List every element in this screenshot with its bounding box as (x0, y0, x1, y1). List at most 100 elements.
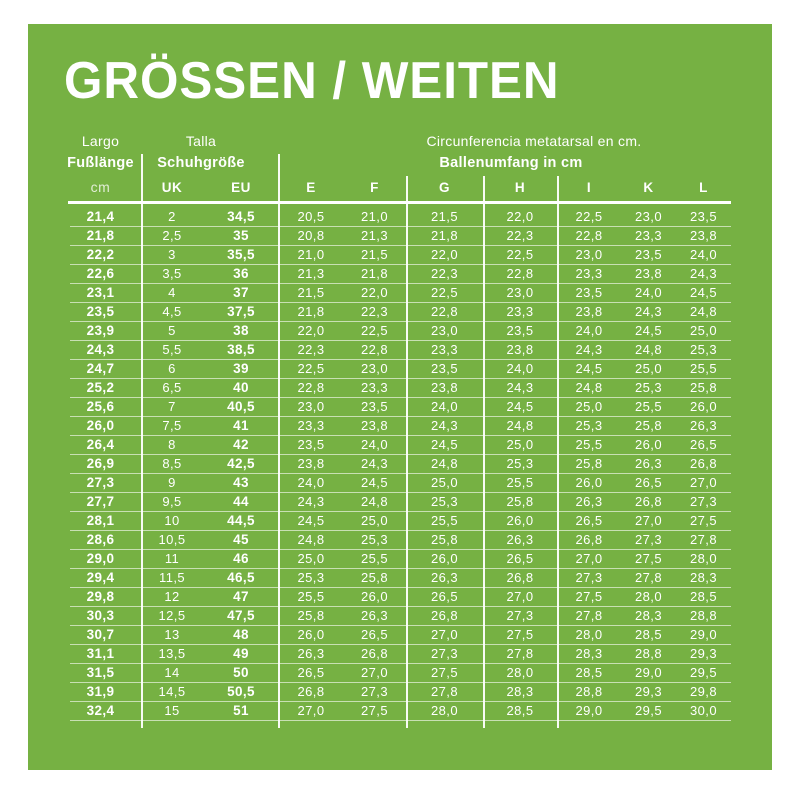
table-row: 23,1 4 37 21,5 22,0 22,5 23,0 23,5 24,0 24,5 (60, 283, 731, 303)
cell-f: 26,8 (361, 646, 388, 661)
cell-f: 24,8 (361, 494, 388, 509)
cell-f: 26,3 (361, 608, 388, 623)
cell-uk: 12 (164, 589, 180, 604)
cell-h: 25,3 (506, 456, 534, 471)
cell-uk: 7 (168, 399, 176, 414)
cell-k: 27,3 (635, 532, 662, 547)
cell-eu: 46,5 (227, 570, 255, 585)
cell-k: 25,8 (635, 418, 662, 433)
cell-i: 23,5 (575, 285, 603, 300)
cell-l: 27,3 (690, 494, 717, 509)
column-divider-after-cm (141, 154, 143, 728)
cell-uk: 14 (164, 665, 180, 680)
cell-eu: 47,5 (227, 608, 255, 623)
cell-f: 23,5 (361, 399, 388, 414)
cell-l: 25,0 (690, 323, 717, 338)
table-header: Largo Talla Circunferencia metatarsal en… (60, 129, 731, 204)
cell-uk: 2 (168, 209, 176, 224)
cell-eu: 42,5 (227, 456, 255, 471)
table-row: 24,3 5,5 38,5 22,3 22,8 23,3 23,8 24,3 24,8 25,3 (60, 340, 731, 360)
cell-k: 25,0 (635, 361, 662, 376)
cell-eu: 48 (233, 627, 249, 642)
cell-h: 23,0 (506, 285, 534, 300)
table-row: 30,7 13 48 26,0 26,5 27,0 27,5 28,0 28,5 29,0 (60, 625, 731, 645)
column-divider-after-g (483, 176, 485, 728)
cell-l: 26,8 (690, 456, 717, 471)
cell-i: 22,8 (575, 228, 603, 243)
cell-e: 26,5 (297, 665, 325, 680)
cell-eu: 37 (233, 285, 249, 300)
header-size-de: Schuhgröße (157, 155, 245, 171)
cell-f: 22,0 (361, 285, 388, 300)
table-row: 28,6 10,5 45 24,8 25,3 25,8 26,3 26,8 27,3 27,8 (60, 530, 731, 550)
cell-h: 23,3 (506, 304, 534, 319)
cell-length-cm: 28,6 (86, 532, 115, 547)
table-row: 22,2 3 35,5 21,0 21,5 22,0 22,5 23,0 23,5 24,0 (60, 245, 731, 265)
cell-i: 26,8 (575, 532, 603, 547)
cell-g: 21,8 (431, 228, 458, 243)
cell-k: 24,5 (635, 323, 662, 338)
cell-length-cm: 25,2 (86, 380, 115, 395)
cell-e: 26,3 (297, 646, 325, 661)
cell-length-cm: 30,7 (86, 627, 115, 642)
cell-length-cm: 21,8 (86, 228, 115, 243)
cell-l: 26,0 (690, 399, 717, 414)
cell-uk: 11,5 (159, 570, 185, 585)
cell-length-cm: 29,8 (86, 589, 115, 604)
cell-length-cm: 25,6 (86, 399, 115, 414)
cell-length-cm: 31,5 (86, 665, 115, 680)
header-divider-line (68, 201, 731, 204)
cell-eu: 37,5 (227, 304, 255, 319)
cell-length-cm: 24,7 (86, 361, 115, 376)
cell-l: 23,8 (690, 228, 717, 243)
cell-e: 23,8 (297, 456, 325, 471)
cell-i: 27,3 (575, 570, 603, 585)
cell-k: 25,5 (635, 399, 662, 414)
cell-g: 26,5 (431, 589, 458, 604)
cell-i: 25,5 (575, 437, 603, 452)
cell-h: 22,3 (506, 228, 534, 243)
cell-l: 30,0 (690, 703, 717, 718)
cell-k: 29,0 (635, 665, 662, 680)
cell-i: 27,8 (575, 608, 603, 623)
cell-uk: 14,5 (158, 684, 186, 699)
cell-eu: 44,5 (227, 513, 255, 528)
cell-length-cm: 23,9 (86, 323, 115, 338)
cell-k: 24,0 (635, 285, 662, 300)
cell-uk: 5 (168, 323, 176, 338)
cell-eu: 35,5 (227, 247, 255, 262)
table-row: 26,0 7,5 41 23,3 23,8 24,3 24,8 25,3 25,8 26,3 (60, 416, 731, 436)
cell-k: 23,0 (635, 209, 662, 224)
cell-k: 28,5 (635, 627, 662, 642)
cell-e: 20,8 (297, 228, 325, 243)
cell-g: 26,0 (431, 551, 458, 566)
cell-f: 24,3 (361, 456, 388, 471)
cell-e: 20,5 (297, 209, 325, 224)
page-title: GRÖSSEN / WEITEN (64, 52, 560, 110)
cell-k: 26,5 (635, 475, 662, 490)
cell-e: 26,0 (297, 627, 325, 642)
cell-i: 22,5 (575, 209, 603, 224)
cell-l: 24,0 (690, 247, 717, 262)
column-divider-after-f (406, 176, 408, 728)
cell-uk: 10 (164, 513, 180, 528)
table-row: 30,3 12,5 47,5 25,8 26,3 26,8 27,3 27,8 28,3 28,8 (60, 606, 731, 626)
table-row: 29,0 11 46 25,0 25,5 26,0 26,5 27,0 27,5 28,0 (60, 549, 731, 569)
cell-uk: 3 (168, 247, 176, 262)
header-girth-de: Ballenumfang in cm (439, 155, 583, 171)
cell-l: 29,0 (690, 627, 717, 642)
cell-l: 28,8 (690, 608, 717, 623)
cell-l: 23,5 (690, 209, 717, 224)
cell-g: 24,8 (431, 456, 458, 471)
cell-h: 27,3 (506, 608, 534, 623)
cell-eu: 44 (233, 494, 249, 509)
cell-g: 23,3 (431, 342, 458, 357)
cell-f: 23,3 (361, 380, 388, 395)
cell-g: 23,0 (431, 323, 458, 338)
cell-g: 22,0 (431, 247, 458, 262)
cell-f: 26,0 (361, 589, 388, 604)
cell-eu: 34,5 (227, 209, 255, 224)
cell-uk: 2,5 (162, 228, 182, 243)
cell-uk: 4,5 (162, 304, 182, 319)
cell-i: 26,3 (575, 494, 603, 509)
